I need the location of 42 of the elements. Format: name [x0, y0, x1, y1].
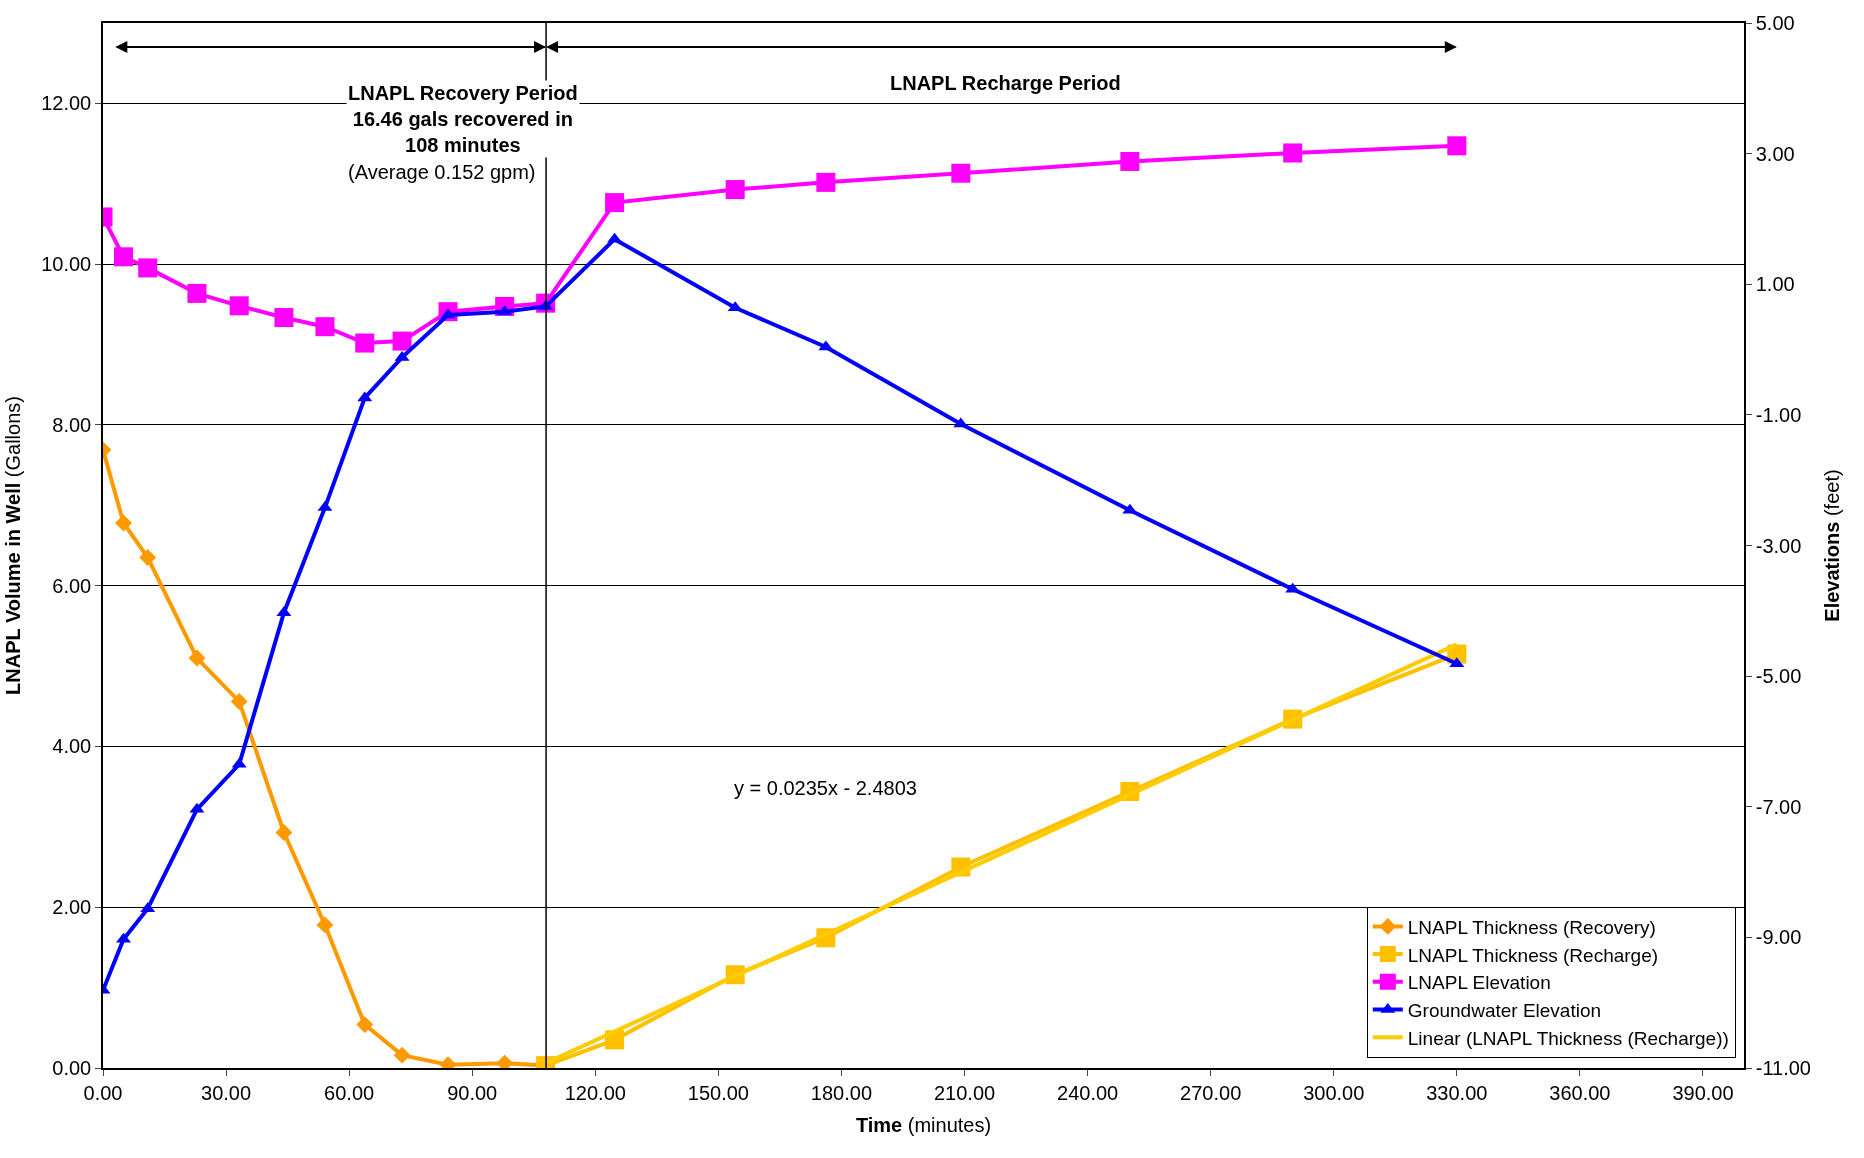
y2-tick-label: -3.00 [1755, 534, 1802, 557]
annotation: y = 0.0235x - 2.4803 [734, 777, 917, 799]
y-tick-label: 6.00 [52, 574, 92, 597]
y2-tick-label: -9.00 [1755, 926, 1802, 949]
y2-tick-label: 5.00 [1755, 12, 1795, 34]
x-tick-label: 120.00 [564, 1081, 626, 1104]
x-tick-label: 270.00 [1180, 1081, 1242, 1104]
x-tick-label: 60.00 [324, 1081, 375, 1104]
y2-tick-label: 3.00 [1755, 142, 1795, 165]
y2-axis-title: Elevations (feet) [1820, 469, 1843, 622]
y-tick-label: 10.00 [41, 253, 92, 276]
y-tick-label: 12.00 [41, 92, 92, 115]
y-axis-title: LNAPL Volume in Well (Gallons) [2, 396, 25, 695]
y2-tick-label: -5.00 [1755, 665, 1802, 688]
x-tick-label: 330.00 [1426, 1081, 1488, 1104]
x-tick-label: 210.00 [933, 1081, 996, 1104]
x-axis-title: Time (minutes) [855, 1113, 992, 1136]
y-tick-label: 4.00 [52, 735, 92, 758]
legend-label: Groundwater Elevation [1407, 999, 1602, 1021]
y2-tick-label: 1.00 [1755, 273, 1795, 296]
legend-label: LNAPL Elevation [1407, 972, 1551, 994]
x-tick-label: 30.00 [201, 1081, 252, 1104]
x-tick-label: 300.00 [1303, 1081, 1365, 1104]
y-tick-label: 8.00 [52, 413, 92, 436]
y-tick-label: 2.00 [52, 896, 92, 919]
x-tick-label: 150.00 [687, 1081, 749, 1104]
y2-tick-label: -11.00 [1755, 1057, 1811, 1079]
annotation: LNAPL Recharge Period [890, 72, 1121, 94]
x-tick-label: 90.00 [447, 1081, 498, 1104]
x-tick-label: 0.00 [83, 1081, 123, 1104]
legend-label: Linear (LNAPL Thickness (Recharge)) [1407, 1027, 1729, 1049]
y2-tick-label: -1.00 [1755, 403, 1802, 426]
x-tick-label: 390.00 [1672, 1081, 1734, 1104]
x-tick-label: 180.00 [810, 1081, 873, 1104]
legend-label: LNAPL Thickness (Recovery) [1407, 916, 1656, 938]
legend-label: LNAPL Thickness (Recharge) [1407, 944, 1659, 966]
y2-tick-label: -7.00 [1755, 795, 1802, 818]
annotation: (Average 0.152 gpm) [348, 161, 536, 183]
annotation: LNAPL Recovery Period 16.46 gals recovered in 108 minutes [348, 82, 578, 156]
x-tick-label: 360.00 [1549, 1081, 1611, 1104]
y-tick-label: 0.00 [52, 1057, 92, 1079]
x-tick-label: 240.00 [1057, 1081, 1119, 1104]
